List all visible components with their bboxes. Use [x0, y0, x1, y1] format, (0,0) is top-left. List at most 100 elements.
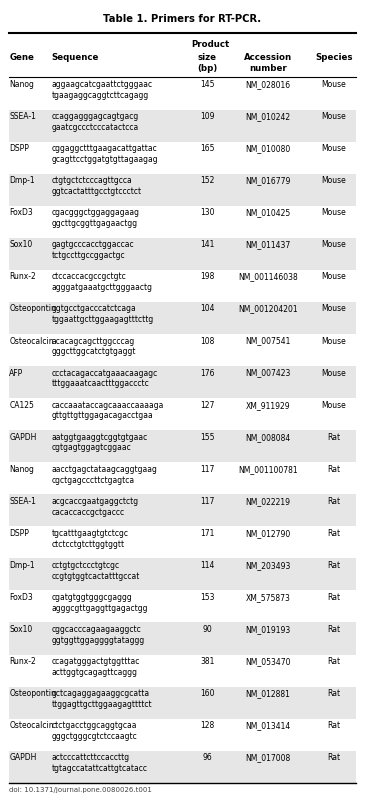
- Text: actcccattcttccaccttg
tgtagccatattcattgtcatacc: actcccattcttccaccttg tgtagccatattcattgtc…: [51, 753, 147, 773]
- Text: CA125: CA125: [9, 400, 34, 410]
- Bar: [9, 622, 356, 654]
- Text: NM_007423: NM_007423: [245, 369, 291, 378]
- Text: ggtgcctgacccatctcaga
tggaattgcttggaagagtttcttg: ggtgcctgacccatctcaga tggaattgcttggaagagt…: [51, 304, 154, 324]
- Text: Mouse: Mouse: [322, 304, 346, 313]
- Text: FoxD3: FoxD3: [9, 208, 33, 217]
- Text: Runx-2: Runx-2: [9, 657, 36, 666]
- Text: Rat: Rat: [327, 433, 341, 441]
- Text: 153: 153: [200, 593, 215, 602]
- Bar: [9, 558, 356, 591]
- Text: NM_001100781: NM_001100781: [238, 465, 297, 474]
- Text: NM_008084: NM_008084: [245, 433, 291, 441]
- Text: Mouse: Mouse: [322, 144, 346, 153]
- Text: gagtgcccacctggaccac
tctgccttgccggactgc: gagtgcccacctggaccac tctgccttgccggactgc: [51, 240, 134, 260]
- Text: Dmp-1: Dmp-1: [9, 561, 35, 570]
- Text: Table 1. Primers for RT-PCR.: Table 1. Primers for RT-PCR.: [103, 14, 262, 23]
- Text: Rat: Rat: [327, 721, 341, 730]
- Text: ctctgacctggcaggtgcaa
gggctgggcgtctccaagtc: ctctgacctggcaggtgcaa gggctgggcgtctccaagt…: [51, 721, 137, 741]
- Text: DSPP: DSPP: [9, 529, 29, 538]
- Text: Mouse: Mouse: [322, 337, 346, 345]
- Text: NM_001146038: NM_001146038: [238, 273, 298, 282]
- Text: 198: 198: [200, 273, 215, 282]
- Bar: [9, 270, 356, 302]
- Text: cgacgggctggaggagaag
ggcttgcggttgagaactgg: cgacgggctggaggagaag ggcttgcggttgagaactgg: [51, 208, 139, 228]
- Text: Runx-2: Runx-2: [9, 273, 36, 282]
- Text: NM_203493: NM_203493: [245, 561, 291, 570]
- Text: Rat: Rat: [327, 593, 341, 602]
- Text: 155: 155: [200, 433, 215, 441]
- Bar: [9, 366, 356, 398]
- Text: 114: 114: [200, 561, 215, 570]
- Text: NM_007541: NM_007541: [245, 337, 291, 345]
- Text: NM_013414: NM_013414: [245, 721, 291, 730]
- Text: Rat: Rat: [327, 625, 341, 634]
- Text: Mouse: Mouse: [322, 112, 346, 121]
- Text: NM_028016: NM_028016: [245, 80, 291, 89]
- Bar: [9, 430, 356, 462]
- Bar: [9, 494, 356, 526]
- Text: ccctacagaccatgaaacaagagc
tttggaaatcaactttggaccctc: ccctacagaccatgaaacaagagc tttggaaatcaactt…: [51, 369, 158, 388]
- Text: NM_012881: NM_012881: [245, 689, 290, 698]
- Text: Rat: Rat: [327, 497, 341, 506]
- Text: NM_016779: NM_016779: [245, 176, 291, 186]
- Text: 90: 90: [203, 625, 212, 634]
- Text: Species: Species: [315, 53, 353, 62]
- Text: 165: 165: [200, 144, 215, 153]
- Text: aacctgagctataagcaggtgaag
cgctgagcccttctgagtca: aacctgagctataagcaggtgaag cgctgagcccttctg…: [51, 465, 157, 484]
- Text: SSEA-1: SSEA-1: [9, 497, 36, 506]
- Text: aatggtgaaggtcggtgtgaac
cgtgagtggagtcggaac: aatggtgaaggtcggtgtgaac cgtgagtggagtcggaa…: [51, 433, 147, 453]
- Bar: [9, 110, 356, 141]
- Text: acgcaccgaatgaggctctg
cacaccaccgctgaccc: acgcaccgaatgaggctctg cacaccaccgctgaccc: [51, 497, 138, 516]
- Text: 176: 176: [200, 369, 215, 378]
- Text: gctcagaggagaaggcgcatta
ttggagttgcttggaagagttttct: gctcagaggagaaggcgcatta ttggagttgcttggaag…: [51, 689, 152, 709]
- Text: Rat: Rat: [327, 689, 341, 698]
- Bar: [9, 238, 356, 270]
- Text: 108: 108: [200, 337, 215, 345]
- Text: 130: 130: [200, 208, 215, 217]
- Text: caccaaataccagcaaaccaaaaga
gttgttgttggagacagacctgaa: caccaaataccagcaaaccaaaaga gttgttgttggaga…: [51, 400, 164, 420]
- Text: Osteocalcin: Osteocalcin: [9, 337, 54, 345]
- Text: ctccaccacgccgctgtc
agggatgaaatgcttgggaactg: ctccaccacgccgctgtc agggatgaaatgcttgggaac…: [51, 273, 152, 292]
- Bar: [9, 141, 356, 174]
- Text: NM_010080: NM_010080: [245, 144, 291, 153]
- Text: Mouse: Mouse: [322, 273, 346, 282]
- Text: ctgtgctctcccagttgcca
ggtcactatttgcctgtccctct: ctgtgctctcccagttgcca ggtcactatttgcctgtcc…: [51, 176, 142, 196]
- Text: Rat: Rat: [327, 753, 341, 763]
- Bar: [9, 654, 356, 687]
- Text: 127: 127: [200, 400, 215, 410]
- Text: Mouse: Mouse: [322, 400, 346, 410]
- Text: XM_575873: XM_575873: [245, 593, 290, 602]
- Text: acacagcagcttggcccag
gggcttggcatctgtgaggt: acacagcagcttggcccag gggcttggcatctgtgaggt: [51, 337, 136, 356]
- Text: NM_011437: NM_011437: [245, 240, 291, 249]
- Text: Gene: Gene: [9, 53, 34, 62]
- Text: 96: 96: [203, 753, 212, 763]
- Text: DSPP: DSPP: [9, 144, 29, 153]
- Bar: [9, 302, 356, 334]
- Text: ccagatgggactgtggtttac
acttggtgcagagttcaggg: ccagatgggactgtggtttac acttggtgcagagttcag…: [51, 657, 140, 677]
- Text: Mouse: Mouse: [322, 369, 346, 378]
- Text: NM_022219: NM_022219: [245, 497, 290, 506]
- Text: aggaagcatcgaattctgggaac
tgaagaggcaggtcttcagagg: aggaagcatcgaattctgggaac tgaagaggcaggtctt…: [51, 80, 153, 100]
- Text: cggaggctttgaagacattgattac
gcagttcctggatgtgttagaagag: cggaggctttgaagacattgattac gcagttcctggatg…: [51, 144, 158, 164]
- Text: 145: 145: [200, 80, 215, 89]
- Text: Sox10: Sox10: [9, 625, 32, 634]
- Text: Mouse: Mouse: [322, 208, 346, 217]
- Text: Rat: Rat: [327, 465, 341, 474]
- Text: Mouse: Mouse: [322, 80, 346, 89]
- Text: ccaggagggagcagtgacg
gaatcgccctcccatactcca: ccaggagggagcagtgacg gaatcgccctcccatactcc…: [51, 112, 139, 132]
- Bar: [9, 591, 356, 622]
- Bar: [9, 719, 356, 751]
- Bar: [9, 751, 356, 783]
- Text: size
(bp): size (bp): [197, 53, 218, 73]
- Text: Rat: Rat: [327, 529, 341, 538]
- Text: Dmp-1: Dmp-1: [9, 176, 35, 186]
- Text: SSEA-1: SSEA-1: [9, 112, 36, 121]
- Text: cggcacccagaagaaggctc
ggtggttggaggggtataggg: cggcacccagaagaaggctc ggtggttggaggggtatag…: [51, 625, 145, 645]
- Text: 104: 104: [200, 304, 215, 313]
- Text: Rat: Rat: [327, 657, 341, 666]
- Text: 117: 117: [200, 497, 215, 506]
- Text: NM_053470: NM_053470: [245, 657, 291, 666]
- Bar: [9, 206, 356, 238]
- Text: GAPDH: GAPDH: [9, 753, 36, 763]
- Text: NM_019193: NM_019193: [245, 625, 291, 634]
